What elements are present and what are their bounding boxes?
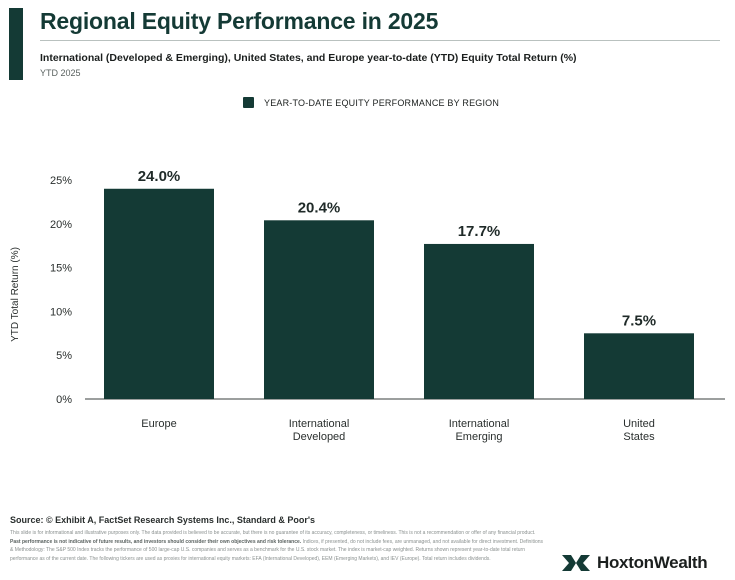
disclaimer-line-2: recommendation or offer of any financial… — [426, 530, 536, 536]
data-label: 7.5% — [622, 312, 656, 329]
brand-logo: HoxtonWealth — [561, 552, 708, 574]
source-note: Source: © Exhibit A, FactSet Research Sy… — [10, 515, 316, 525]
x-tick-label: International — [289, 418, 350, 430]
disclaimer-line-7: used as proxies for international equity… — [144, 555, 491, 562]
disclaimer-line-6: serves as a benchmark for the U.S. stock… — [10, 547, 525, 562]
bar — [424, 243, 534, 399]
bar — [264, 220, 374, 399]
brand-name: HoxtonWealth — [597, 553, 708, 572]
disclaimer-emphasis: Past performance is not indicative of fu… — [10, 538, 302, 545]
period-label: YTD 2025 — [40, 68, 81, 78]
x-tick-label: International — [449, 418, 510, 430]
data-label: 17.7% — [458, 223, 501, 240]
disclaimer-line-5: presented, do not include fees, are unma… — [10, 538, 544, 554]
y-tick-label: 10% — [50, 306, 72, 318]
legend-swatch — [243, 97, 254, 108]
title-divider — [40, 40, 720, 41]
chart-subtitle: International (Developed & Emerging), Un… — [40, 52, 577, 64]
x-tick-label: Developed — [293, 431, 346, 443]
data-label: 24.0% — [138, 168, 181, 185]
hoxton-wealth-logo-icon — [562, 555, 590, 571]
chart-legend: YEAR-TO-DATE EQUITY PERFORMANCE BY REGIO… — [243, 97, 499, 108]
data-label: 20.4% — [298, 199, 341, 216]
y-tick-label: 25% — [50, 175, 72, 187]
x-tick-label: States — [623, 431, 655, 443]
x-tick-label: Emerging — [455, 431, 502, 443]
x-tick-label: United — [623, 418, 655, 430]
bar-chart: YTD Total Return (%) 0% 5% 10% 15% 20% 25% 24.0… — [10, 168, 725, 443]
title-accent-bar — [9, 8, 23, 80]
disclaimer-line-1: This slide is for informational and illu… — [10, 530, 426, 536]
page-title: Regional Equity Performance in 2025 — [40, 8, 439, 34]
disclaimer-text: This slide is for informational and illu… — [10, 529, 545, 563]
bar — [584, 333, 694, 399]
y-tick-label: 0% — [56, 394, 72, 406]
legend-label: YEAR-TO-DATE EQUITY PERFORMANCE BY REGIO… — [264, 97, 500, 108]
y-tick-label: 20% — [50, 219, 72, 231]
x-tick-label: Europe — [141, 418, 176, 430]
y-tick-label: 15% — [50, 263, 72, 275]
bar — [104, 188, 214, 399]
disclaimer-line-4: Indices, if — [302, 538, 324, 545]
y-tick-label: 5% — [56, 350, 72, 362]
y-axis-label: YTD Total Return (%) — [10, 247, 21, 342]
